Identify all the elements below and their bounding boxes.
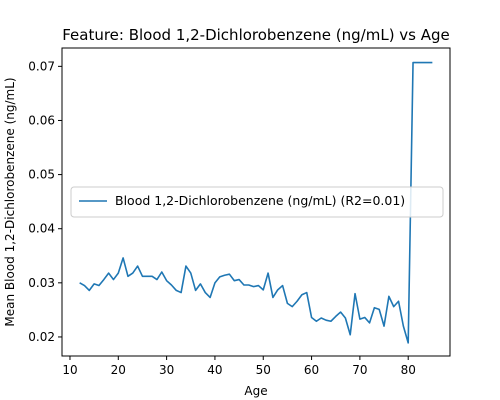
legend-label: Blood 1,2-Dichlorobenzene (ng/mL) (R2=0.… [115,193,405,208]
x-tick-label: 10 [62,363,77,377]
x-tick-label: 20 [111,363,126,377]
x-tick-label: 60 [304,363,319,377]
x-tick-label: 50 [256,363,271,377]
series-line [79,61,433,344]
y-tick-label: 0.03 [28,276,55,290]
y-tick-label: 0.07 [28,59,55,73]
plot-frame [61,47,451,357]
legend: Blood 1,2-Dichlorobenzene (ng/mL) (R2=0.… [70,186,444,218]
x-tick-label: 40 [207,363,222,377]
plot-area: 10 20 30 40 50 60 70 80 0.02 0.03 0.04 0.05 0.06 0.07 [28,59,433,377]
legend-box [70,186,444,218]
y-tick-label: 0.02 [28,330,55,344]
y-tick-label: 0.04 [28,222,55,236]
y-tick-label: 0.06 [28,113,55,127]
y-tick-label: 0.05 [28,168,55,182]
y-axis-label: Mean Blood 1,2-Dichlorobenzene (ng/mL) [3,77,17,326]
x-axis-label: Age [244,384,267,398]
chart-title: Feature: Blood 1,2-Dichlorobenzene (ng/m… [62,26,450,44]
x-tick-label: 80 [401,363,416,377]
x-tick-label: 30 [159,363,174,377]
x-tick-label: 70 [352,363,367,377]
